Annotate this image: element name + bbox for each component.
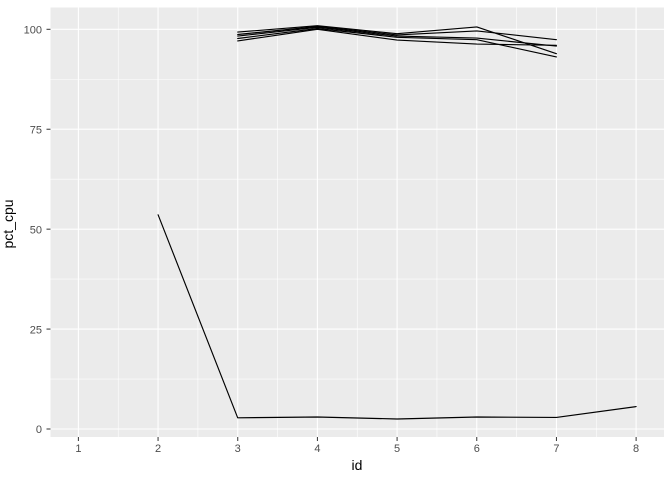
svg-text:2: 2 (155, 443, 161, 455)
svg-text:id: id (352, 457, 363, 473)
svg-text:6: 6 (474, 443, 480, 455)
svg-text:5: 5 (394, 443, 400, 455)
svg-text:1: 1 (75, 443, 81, 455)
svg-text:50: 50 (30, 224, 42, 236)
svg-text:pct_cpu: pct_cpu (0, 199, 16, 248)
svg-text:25: 25 (30, 324, 42, 336)
svg-text:7: 7 (553, 443, 559, 455)
svg-text:3: 3 (235, 443, 241, 455)
svg-text:75: 75 (30, 124, 42, 136)
svg-text:0: 0 (36, 424, 42, 436)
svg-text:8: 8 (633, 443, 639, 455)
svg-text:100: 100 (24, 25, 42, 37)
svg-text:4: 4 (314, 443, 320, 455)
